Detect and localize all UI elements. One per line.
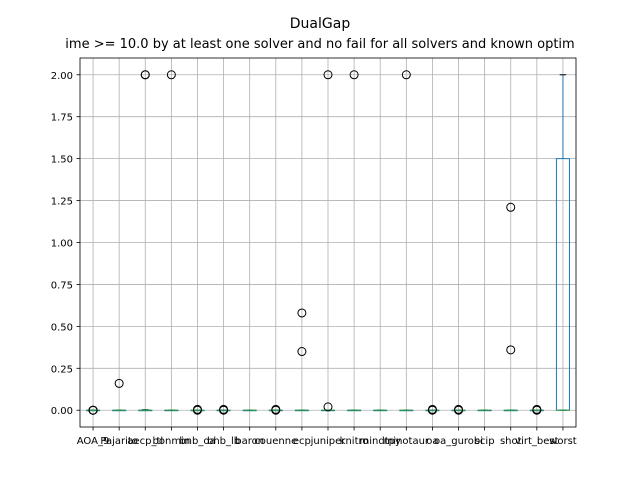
y-tick-label: 1.50 xyxy=(51,155,73,166)
flier-point xyxy=(297,347,307,357)
x-tick-label: minotaur xyxy=(384,436,430,447)
box-worst xyxy=(555,74,570,411)
box-minotaur xyxy=(399,70,414,412)
flier-point xyxy=(506,345,516,355)
box-Pajarito xyxy=(112,378,127,412)
x-tick-label: bonmin xyxy=(153,436,191,447)
flier-point xyxy=(166,70,176,80)
x-tick-label: oa xyxy=(426,436,438,447)
flier-point xyxy=(323,402,333,412)
x-tick-label: ecp xyxy=(293,436,311,447)
box-bhb_lb xyxy=(216,404,231,415)
chart-title: DualGap xyxy=(290,16,351,32)
flier-point xyxy=(323,70,333,80)
marks-layer xyxy=(86,70,570,415)
x-tick-label: virt_best xyxy=(515,436,558,447)
box-AOA_9 xyxy=(86,405,101,415)
box-juniper xyxy=(320,70,336,412)
x-tick-label: AOA_9 xyxy=(77,436,110,447)
chart-subtitle: ime >= 10.0 by at least one solver and n… xyxy=(65,37,574,52)
y-tick-label: 1.00 xyxy=(51,239,73,250)
flier-point xyxy=(88,405,98,415)
x-tick-label: scip xyxy=(475,436,495,447)
x-tick-label: mindtpy xyxy=(360,436,401,447)
y-tick-label: 1.25 xyxy=(51,197,73,208)
box-virt_best xyxy=(529,404,544,415)
x-tick-label: couenne xyxy=(254,436,297,447)
grid-layer xyxy=(80,58,576,427)
x-tick-label: oa_gurobi xyxy=(434,436,483,447)
box-baron xyxy=(242,409,257,412)
flier-point xyxy=(271,404,281,414)
box-aecp_tl xyxy=(138,70,153,412)
box-oa_gurobi xyxy=(451,404,466,415)
flier-point xyxy=(506,202,516,212)
box-couenne xyxy=(268,404,283,415)
flier-point xyxy=(219,404,229,414)
x-tick-label: Pajarito xyxy=(100,436,138,447)
box-scip xyxy=(477,409,492,412)
flier-point xyxy=(427,404,437,414)
box-bonmin xyxy=(164,70,179,412)
flier-point xyxy=(140,70,150,80)
x-tick-label: baron xyxy=(235,436,264,447)
y-tick-label: 0.75 xyxy=(51,280,73,291)
x-tick-label: bhb_lb xyxy=(207,436,240,447)
flier-point xyxy=(532,404,542,414)
x-tick-label: aecp_tl xyxy=(127,436,163,447)
y-tick-label: 0.00 xyxy=(51,406,73,417)
y-tick-label: 1.75 xyxy=(51,113,73,124)
flier-point xyxy=(454,404,464,414)
x-tick-label: bnb_oa xyxy=(179,436,215,447)
x-tick-label: knitro xyxy=(340,436,369,447)
flier-point xyxy=(349,70,359,80)
y-tick-label: 0.25 xyxy=(51,364,73,375)
x-tick-label: worst xyxy=(549,436,577,447)
box-oa xyxy=(425,404,440,415)
x-tick-label: juniper xyxy=(310,436,347,447)
box-knitro xyxy=(347,70,362,412)
flier-point xyxy=(192,404,202,414)
y-tick-label: 0.50 xyxy=(51,322,73,333)
box-mindtpy xyxy=(373,409,388,412)
x-tick-label: shot xyxy=(500,436,522,447)
plot-frame xyxy=(79,57,577,428)
box-ecp xyxy=(294,308,309,412)
flier-point xyxy=(297,308,307,318)
flier-point xyxy=(114,378,124,388)
box-shot xyxy=(503,202,518,412)
x-axis: AOA_9Pajaritoaecp_tlbonminbnb_oabhb_lbba… xyxy=(77,427,577,447)
flier-point xyxy=(401,70,411,80)
y-axis: 0.00 0.25 0.50 0.75 1.00 1.25 1.50 1.75 2.00 xyxy=(51,71,80,417)
box-bnb_oa xyxy=(190,404,205,415)
y-tick-label: 2.00 xyxy=(51,71,73,82)
